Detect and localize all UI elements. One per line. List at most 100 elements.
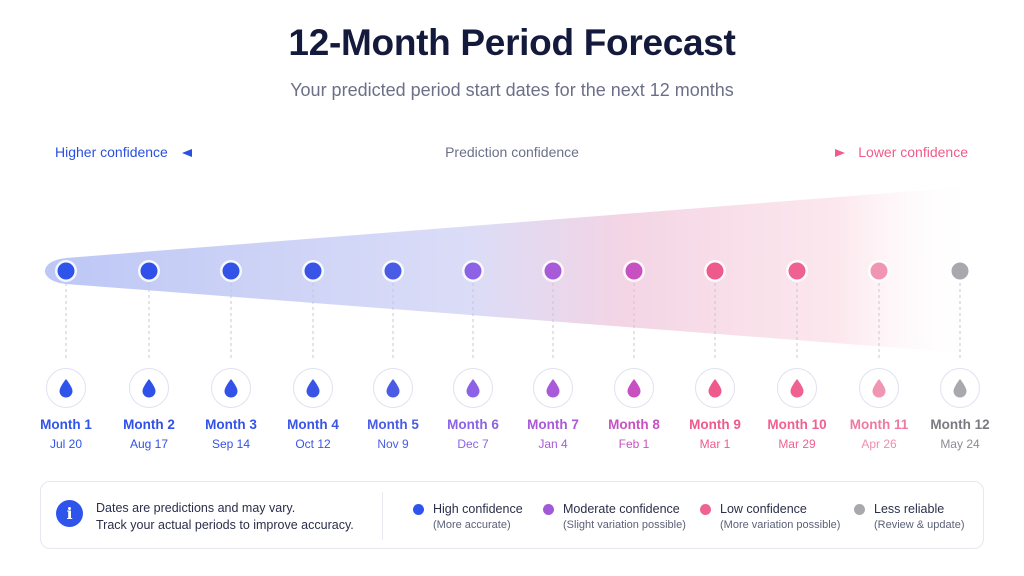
legend-title: Less reliable — [874, 502, 945, 516]
month-date: Feb 1 — [618, 437, 650, 451]
info-line-1: Dates are predictions and may vary. — [96, 501, 296, 515]
month-item[interactable]: Month 9 Mar 1 — [665, 368, 765, 451]
timeline-node[interactable] — [304, 262, 322, 280]
drop-icon — [953, 379, 967, 398]
month-label: Month 8 — [608, 417, 660, 432]
month-item[interactable]: Month 2 Aug 17 — [99, 368, 199, 451]
legend-divider — [382, 492, 383, 540]
month-label: Month 9 — [689, 417, 741, 432]
drop-badge — [211, 368, 251, 408]
higher-confidence-label: Higher confidence — [55, 144, 168, 160]
drop-icon — [790, 379, 804, 398]
drop-icon — [59, 379, 73, 398]
legend-dot-icon — [854, 504, 865, 515]
timeline-node[interactable] — [544, 262, 562, 280]
month-label: Month 7 — [527, 417, 579, 432]
drop-icon — [708, 379, 722, 398]
month-label: Month 12 — [930, 417, 990, 432]
month-item[interactable]: Month 5 Nov 9 — [343, 368, 443, 451]
lower-confidence-label: Lower confidence — [858, 144, 968, 160]
month-label: Month 2 — [123, 417, 175, 432]
month-item[interactable]: Month 10 Mar 29 — [747, 368, 847, 451]
drop-badge — [859, 368, 899, 408]
drop-icon — [142, 379, 156, 398]
legend-title: Low confidence — [720, 502, 807, 516]
month-list: Month 1 Jul 20 Month 2 Aug 17 Month 3 Sep 14 M… — [0, 368, 1024, 458]
month-label: Month 3 — [205, 417, 257, 432]
month-date: Jan 4 — [538, 437, 568, 451]
month-date: May 24 — [940, 437, 980, 451]
drop-badge — [695, 368, 735, 408]
drop-icon — [224, 379, 238, 398]
legend-dot-icon — [543, 504, 554, 515]
confidence-scale: Higher confidence Prediction confidence … — [0, 144, 1024, 164]
month-item[interactable]: Month 12 May 24 — [910, 368, 1010, 451]
month-date: Sep 14 — [211, 437, 251, 451]
month-label: Month 5 — [367, 417, 419, 432]
month-item[interactable]: Month 8 Feb 1 — [584, 368, 684, 451]
drop-icon — [386, 379, 400, 398]
timeline-node[interactable] — [788, 262, 806, 280]
month-date: Aug 17 — [129, 437, 169, 451]
legend-title: High confidence — [433, 502, 523, 516]
drop-badge — [46, 368, 86, 408]
drop-badge — [777, 368, 817, 408]
page-subtitle: Your predicted period start dates for th… — [290, 80, 734, 100]
drop-badge — [940, 368, 980, 408]
drop-badge — [293, 368, 333, 408]
month-label: Month 11 — [849, 417, 909, 432]
month-item[interactable]: Month 4 Oct 12 — [263, 368, 363, 451]
prediction-confidence-label: Prediction confidence — [445, 144, 579, 160]
legend-title: Moderate confidence — [563, 502, 680, 516]
uncertainty-cone — [45, 186, 978, 354]
drop-icon — [306, 379, 320, 398]
month-item[interactable]: Month 3 Sep 14 — [181, 368, 281, 451]
timeline-nodes — [55, 260, 971, 282]
month-label: Month 1 — [40, 417, 92, 432]
month-label: Month 4 — [287, 417, 339, 432]
legend-dot-icon — [413, 504, 424, 515]
month-date: Oct 12 — [295, 437, 331, 451]
drop-icon — [546, 379, 560, 398]
month-label: Month 6 — [447, 417, 499, 432]
timeline-node[interactable] — [464, 262, 482, 280]
month-date: Jul 20 — [49, 437, 83, 451]
legend-subtitle: (More accurate) — [433, 519, 511, 531]
timeline-node[interactable] — [384, 262, 402, 280]
month-label: Month 10 — [767, 417, 827, 432]
drop-icon — [872, 379, 886, 398]
month-item[interactable]: Month 7 Jan 4 — [503, 368, 603, 451]
timeline-node[interactable] — [57, 262, 75, 280]
month-date: Nov 9 — [377, 437, 409, 451]
month-date: Mar 1 — [699, 437, 731, 451]
legend-subtitle: (More variation possible) — [720, 519, 841, 531]
timeline-node[interactable] — [625, 262, 643, 280]
month-date: Apr 26 — [861, 437, 897, 451]
month-date: Mar 29 — [778, 437, 816, 451]
legend-panel: i Dates are predictions and may vary. Tr… — [40, 481, 984, 549]
info-icon: i — [56, 500, 83, 527]
drop-badge — [533, 368, 573, 408]
timeline-connectors — [65, 283, 961, 358]
drop-icon — [627, 379, 641, 398]
info-line-2: Track your actual periods to improve acc… — [96, 518, 354, 532]
drop-badge — [614, 368, 654, 408]
month-item[interactable]: Month 11 Apr 26 — [829, 368, 929, 451]
timeline-node[interactable] — [706, 262, 724, 280]
month-item[interactable]: Month 1 Jul 20 — [16, 368, 116, 451]
drop-icon — [466, 379, 480, 398]
timeline-node[interactable] — [140, 262, 158, 280]
month-item[interactable]: Month 6 Dec 7 — [423, 368, 523, 451]
timeline-node[interactable] — [951, 262, 969, 280]
drop-badge — [453, 368, 493, 408]
legend-subtitle: (Slight variation possible) — [563, 519, 686, 531]
month-date: Dec 7 — [457, 437, 489, 451]
drop-badge — [373, 368, 413, 408]
info-text: Dates are predictions and may vary. Trac… — [96, 500, 354, 534]
timeline-node[interactable] — [222, 262, 240, 280]
legend-subtitle: (Review & update) — [874, 519, 965, 531]
timeline-node[interactable] — [870, 262, 888, 280]
drop-badge — [129, 368, 169, 408]
page-title: 12-Month Period Forecast — [288, 22, 736, 63]
legend-dot-icon — [700, 504, 711, 515]
